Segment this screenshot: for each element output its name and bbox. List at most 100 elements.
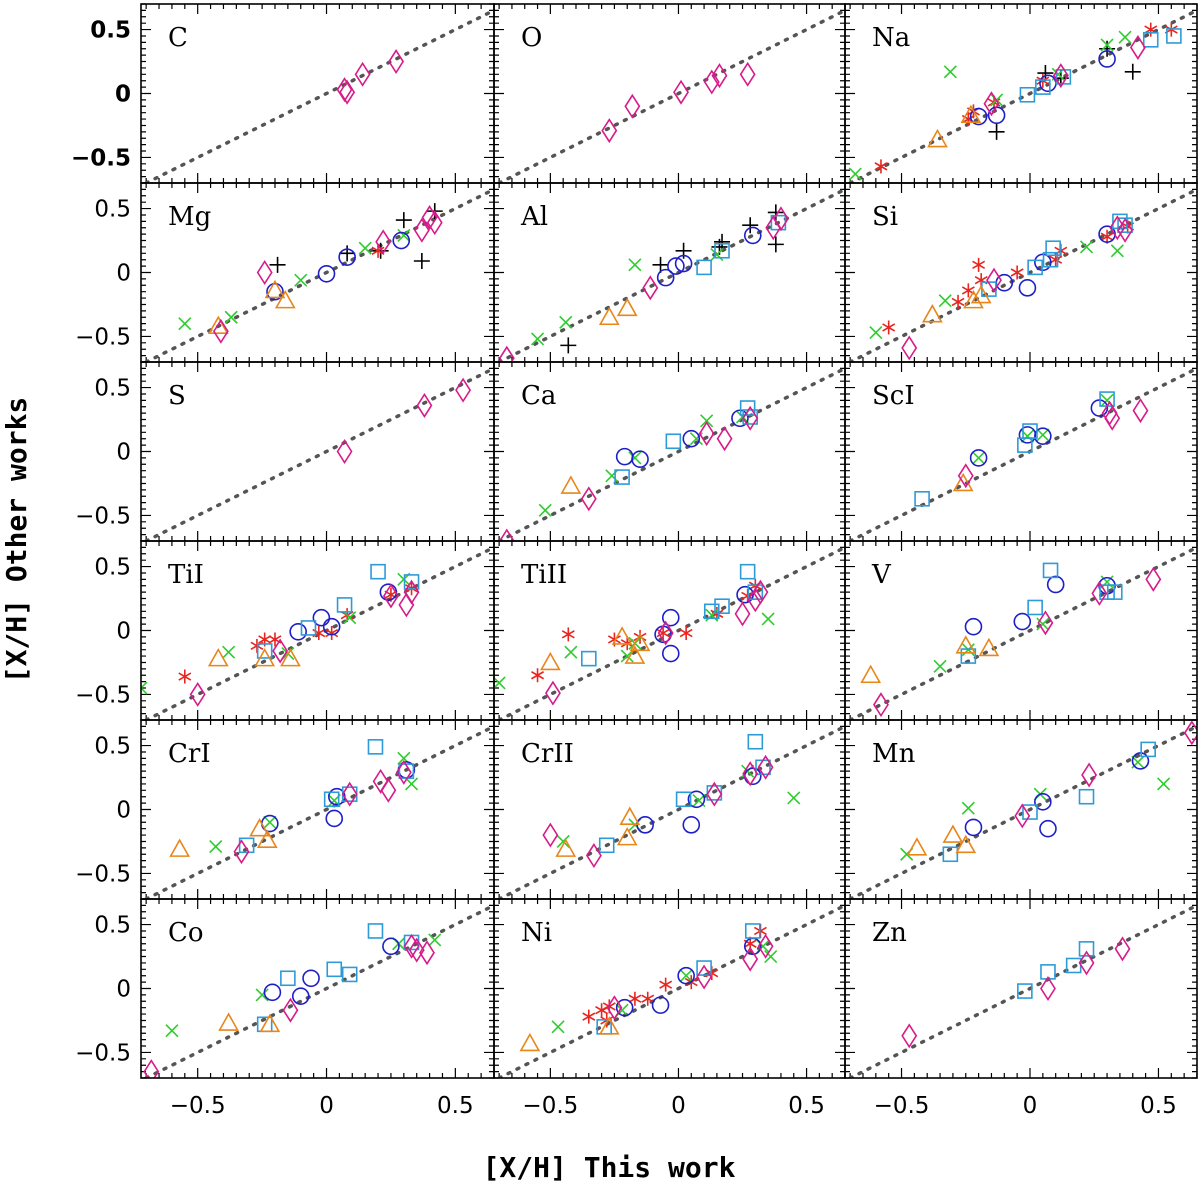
point-diamond xyxy=(624,93,641,119)
point-cross xyxy=(869,326,883,340)
panel-zn: Zn xyxy=(844,898,1198,1079)
panel-frame xyxy=(844,898,1198,1079)
point-square xyxy=(1042,562,1059,579)
panel-label: Mg xyxy=(168,202,211,232)
point-triangle xyxy=(598,1016,620,1035)
point-diamond xyxy=(416,392,433,418)
point-diamond xyxy=(1081,762,1098,788)
point-square xyxy=(675,791,692,808)
point-cross xyxy=(263,815,277,829)
point-cross xyxy=(972,451,986,465)
point-diamond xyxy=(212,318,229,344)
panel-crii: CrII xyxy=(493,719,846,900)
point-cross xyxy=(343,611,357,625)
point-square xyxy=(960,648,977,664)
identity-line xyxy=(497,8,845,183)
point-square xyxy=(336,597,353,613)
point-cross xyxy=(605,469,619,483)
panel-label: CrII xyxy=(521,739,574,769)
point-plus xyxy=(767,204,784,221)
point-circle xyxy=(651,996,670,1014)
point-triangle xyxy=(280,647,301,667)
point-square xyxy=(580,650,597,667)
point-circle xyxy=(656,268,675,287)
point-triangle xyxy=(970,284,992,304)
point-diamond xyxy=(426,210,443,236)
point-diamond xyxy=(143,1059,160,1078)
point-cross xyxy=(628,258,642,272)
point-cross xyxy=(1118,30,1132,44)
panel-si: Si xyxy=(844,182,1198,363)
point-asterisk xyxy=(633,629,647,644)
point-square xyxy=(280,970,296,987)
point-diamond xyxy=(703,69,720,95)
y-tick-label: −0.5 xyxy=(71,145,131,171)
panel-label: ScI xyxy=(872,381,915,411)
panel-label: Al xyxy=(520,202,548,232)
point-diamond xyxy=(747,587,764,613)
point-diamond xyxy=(388,49,405,75)
point-cross xyxy=(679,969,693,983)
point-square xyxy=(300,620,317,636)
point-triangle xyxy=(256,829,278,848)
y-tick-label: −0.5 xyxy=(75,324,131,350)
point-diamond xyxy=(403,579,420,605)
markers-crii xyxy=(542,733,801,869)
point-triangle xyxy=(927,128,948,148)
markers-ni xyxy=(519,923,778,1052)
point-cross xyxy=(938,294,952,308)
markers-mn xyxy=(900,720,1197,863)
point-diamond xyxy=(657,620,674,646)
panel-ca: Ca xyxy=(493,361,846,542)
x-tick-label: 0.5 xyxy=(1140,1093,1177,1119)
point-square xyxy=(1140,741,1156,758)
point-diamond xyxy=(901,1023,918,1049)
identity-line xyxy=(497,366,845,541)
point-cross xyxy=(358,241,372,255)
point-diamond xyxy=(1078,950,1095,976)
point-cross xyxy=(848,167,862,181)
point-asterisk xyxy=(531,668,545,683)
y-tick-label: 0.5 xyxy=(94,913,131,939)
point-circle xyxy=(677,966,695,985)
x-tick-label: −0.5 xyxy=(874,1093,930,1119)
point-circle xyxy=(964,818,983,837)
point-circle xyxy=(964,617,983,636)
panel-label: S xyxy=(168,381,186,411)
point-square xyxy=(739,563,756,580)
point-diamond xyxy=(752,579,769,605)
point-square xyxy=(703,603,720,620)
identity-line xyxy=(144,545,494,720)
panel-mn: Mn xyxy=(844,719,1198,900)
point-diamond xyxy=(1104,405,1121,431)
point-cross xyxy=(961,801,975,815)
point-asterisk xyxy=(659,977,673,992)
point-circle xyxy=(674,254,693,273)
point-diamond xyxy=(1052,63,1069,89)
point-circle xyxy=(631,450,649,468)
point-circle xyxy=(743,226,762,245)
point-diamond xyxy=(698,421,715,447)
point-circle xyxy=(382,937,400,956)
point-diamond xyxy=(1145,566,1162,592)
axis-ticks xyxy=(494,182,846,363)
panel-label: TiII xyxy=(521,560,567,590)
point-diamond xyxy=(1014,803,1031,829)
y-tick-label: 0.5 xyxy=(94,734,131,760)
point-cross xyxy=(761,612,775,626)
point-triangle xyxy=(519,1032,541,1052)
point-circle xyxy=(1034,427,1052,445)
panel-tii: TiI xyxy=(140,540,495,721)
axis-ticks xyxy=(845,361,1198,542)
y-tick-label: 0 xyxy=(115,82,131,108)
x-axis-title: [X/H] This work xyxy=(483,1151,736,1184)
panel-al: Al xyxy=(493,182,846,363)
point-circle xyxy=(1034,793,1052,811)
point-cross xyxy=(933,659,947,673)
point-asterisk xyxy=(178,669,192,684)
panel-sci: ScI xyxy=(844,361,1198,542)
panel-label: Si xyxy=(872,202,898,232)
point-triangle xyxy=(963,289,984,309)
point-asterisk xyxy=(679,626,693,641)
